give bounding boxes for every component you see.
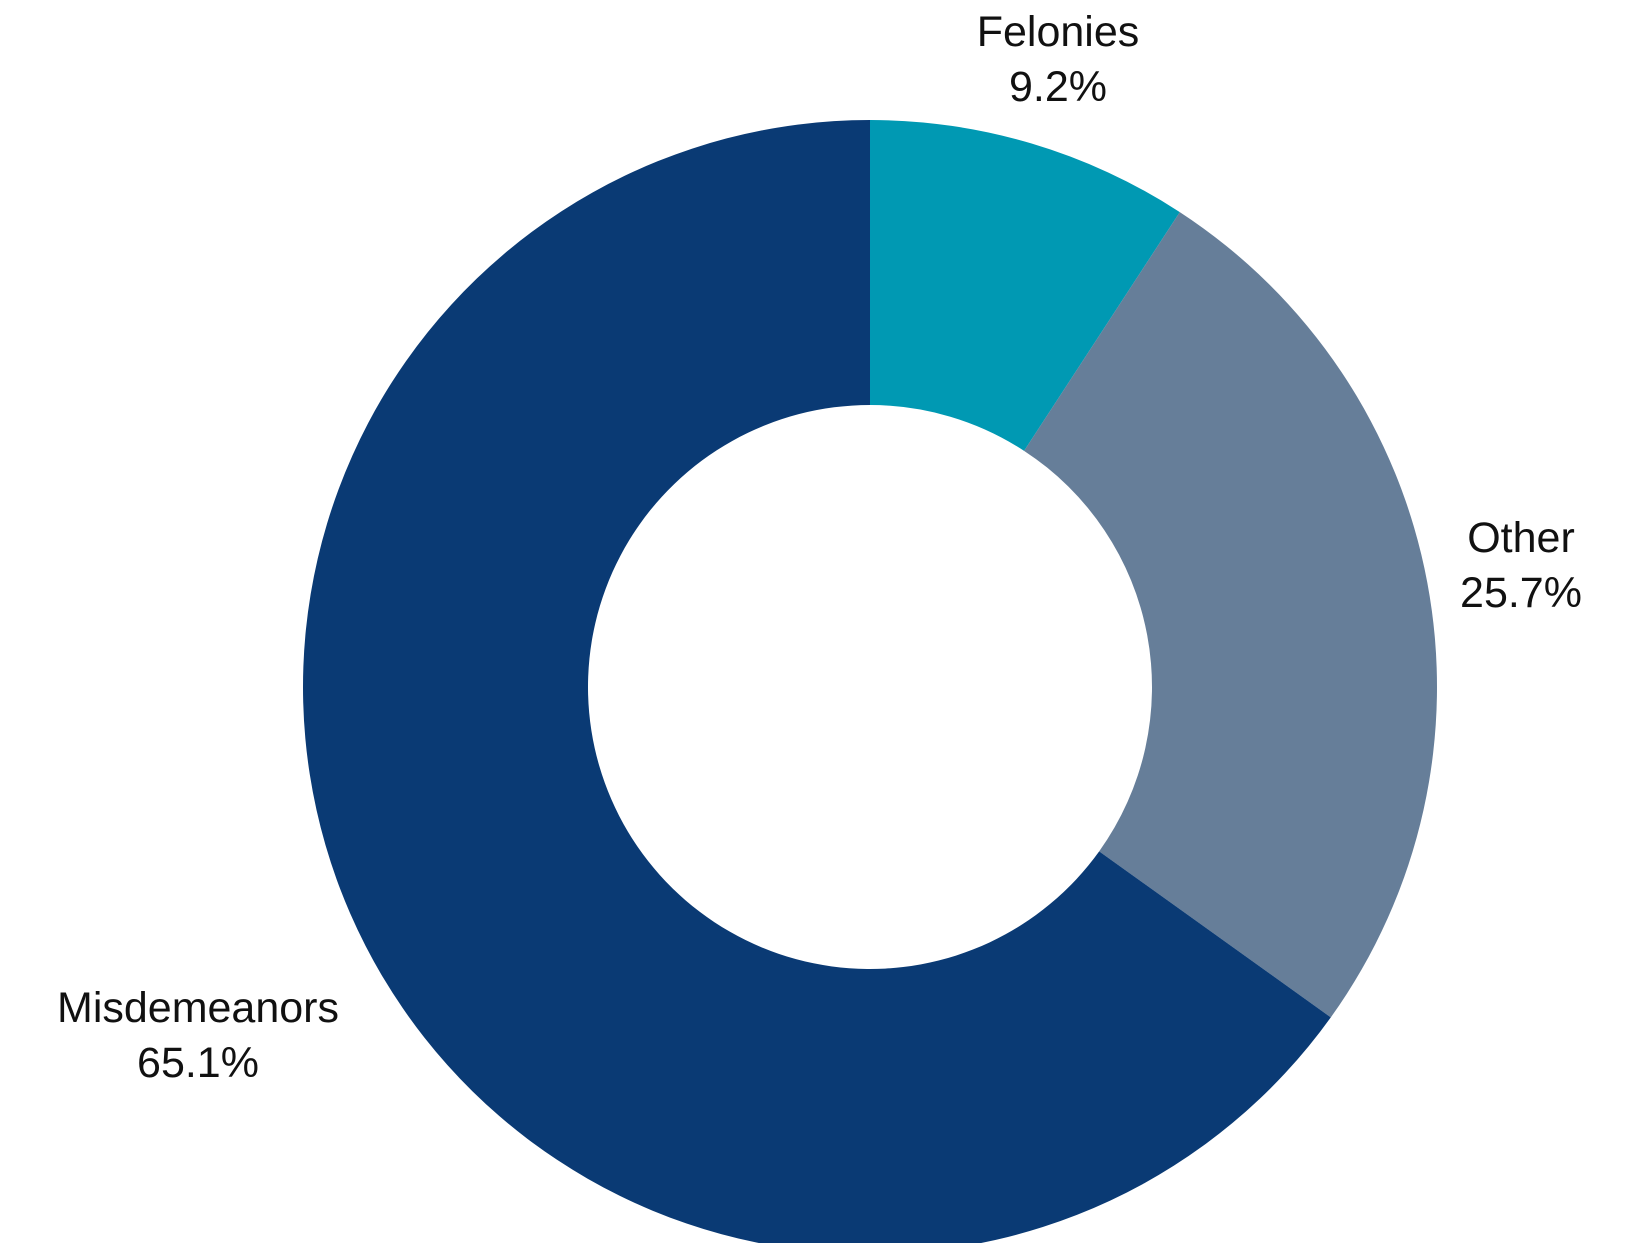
slice-felonies — [870, 120, 1180, 451]
labels-layer: Felonies 9.2% Other 25.7% Misdemeanors 65.1% — [57, 8, 1582, 1087]
slice-value-felonies: 9.2% — [1009, 63, 1107, 111]
slice-value-misdemeanors: 65.1% — [137, 1039, 259, 1087]
slice-value-other: 25.7% — [1460, 569, 1582, 617]
slice-other — [1024, 212, 1437, 1018]
slice-label-other: Other — [1467, 514, 1575, 562]
slice-misdemeanors — [303, 120, 1331, 1243]
slices-layer — [303, 120, 1437, 1243]
slice-label-felonies: Felonies — [977, 8, 1140, 56]
slice-label-misdemeanors: Misdemeanors — [57, 984, 339, 1032]
